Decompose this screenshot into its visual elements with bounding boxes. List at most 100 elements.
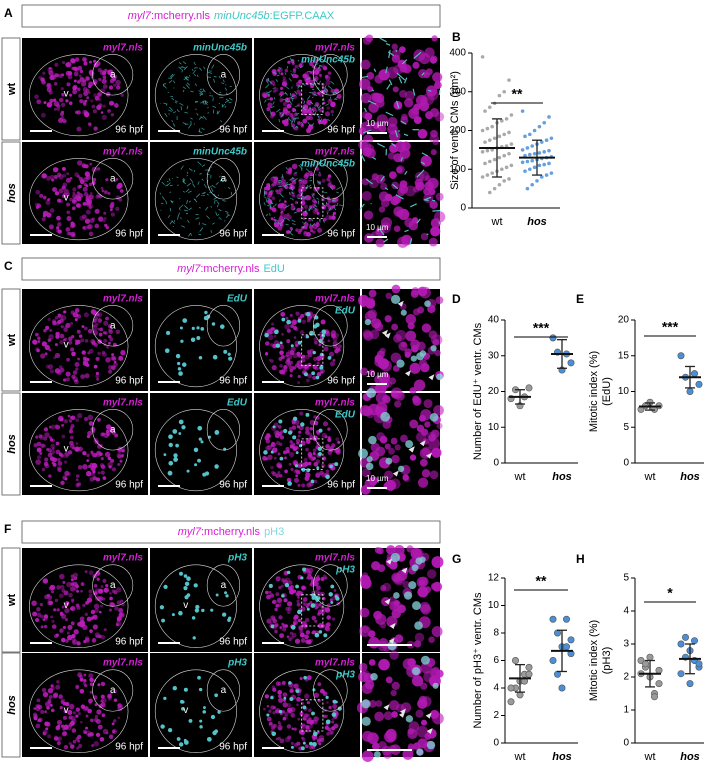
data-point [483,109,487,113]
nucleus [59,74,63,78]
nucleus [70,416,73,419]
nucleus [53,463,57,467]
cyan-nucleus [191,338,195,342]
nucleus [85,184,88,187]
cyan-nucleus [185,582,189,586]
nucleus [293,446,298,451]
nucleus [59,628,63,632]
nucleus [313,736,317,740]
nucleus [412,62,419,69]
nucleus [55,599,58,602]
nucleus [310,427,313,430]
nucleus [371,561,380,570]
x-tick-label: wt [644,751,656,763]
cyan-nucleus [421,656,430,665]
membrane [439,90,440,95]
nucleus [398,342,407,351]
nucleus [51,620,54,623]
nucleus [332,104,335,107]
y-axis-label: Number of pH3⁺ ventr. CMs [472,592,484,729]
cyan-nucleus [179,572,183,576]
nucleus [265,341,270,346]
nucleus [49,99,53,103]
cyan-nucleus [316,466,319,469]
nucleus [276,462,282,468]
nucleus [402,64,411,73]
nucleus [73,370,77,374]
nucleus [99,611,102,614]
nucleus [71,598,74,601]
nucleus [83,100,87,104]
nucleus [284,200,287,203]
nucleus [272,182,276,186]
nucleus [284,324,289,329]
data-point [523,169,527,173]
nucleus [65,618,68,621]
nucleus [273,84,276,87]
nucleus [335,346,338,349]
nucleus [118,356,123,361]
nucleus [297,381,300,384]
nucleus [104,331,107,334]
nucleus [263,708,266,711]
cyan-nucleus [430,413,439,422]
nucleus [322,433,327,438]
ventricle-label: v [64,89,69,100]
nucleus [281,203,286,208]
cyan-nucleus [163,585,167,589]
nucleus [418,738,428,748]
cyan-nucleus [370,673,377,680]
nucleus [108,370,112,374]
nucleus [102,579,106,583]
x-tick-label: wt [514,471,526,483]
data-point [533,129,537,133]
nucleus [54,736,58,740]
nucleus [325,726,329,730]
nucleus [412,395,419,402]
nucleus [408,322,415,329]
nucleus [54,63,58,67]
nucleus [337,441,340,444]
cyan-nucleus [273,425,276,428]
nucleus [287,61,291,65]
data-point [483,162,487,166]
cyan-nucleus [203,706,206,709]
data-point [530,183,534,187]
nucleus [90,100,93,103]
nucleus [90,218,95,223]
nucleus [69,419,72,422]
nucleus [115,80,120,85]
nucleus [306,81,310,85]
nucleus [270,97,273,100]
nucleus [79,620,84,625]
cyan-nucleus [223,350,227,354]
nucleus [109,592,112,595]
nucleus [290,440,293,443]
nucleus [101,190,104,193]
nucleus [289,589,294,594]
nucleus [297,121,301,125]
nucleus [84,110,88,114]
nucleus [74,172,79,177]
data-point [678,671,684,677]
cyan-nucleus [274,330,279,335]
nucleus [408,728,414,734]
y-tick-label: 20 [618,315,630,326]
nucleus [424,399,433,408]
data-point [523,135,527,139]
nucleus [397,604,406,613]
nucleus [71,352,76,357]
nucleus [85,373,90,378]
nucleus [44,432,50,438]
cyan-nucleus [160,724,164,728]
nucleus [35,618,39,622]
cyan-nucleus [361,699,370,708]
y-tick-label: 10 [618,386,630,397]
nucleus [92,167,97,172]
nucleus [392,44,398,50]
nucleus [104,224,107,227]
nucleus [116,330,121,335]
nucleus [75,715,78,718]
nucleus [272,207,276,211]
